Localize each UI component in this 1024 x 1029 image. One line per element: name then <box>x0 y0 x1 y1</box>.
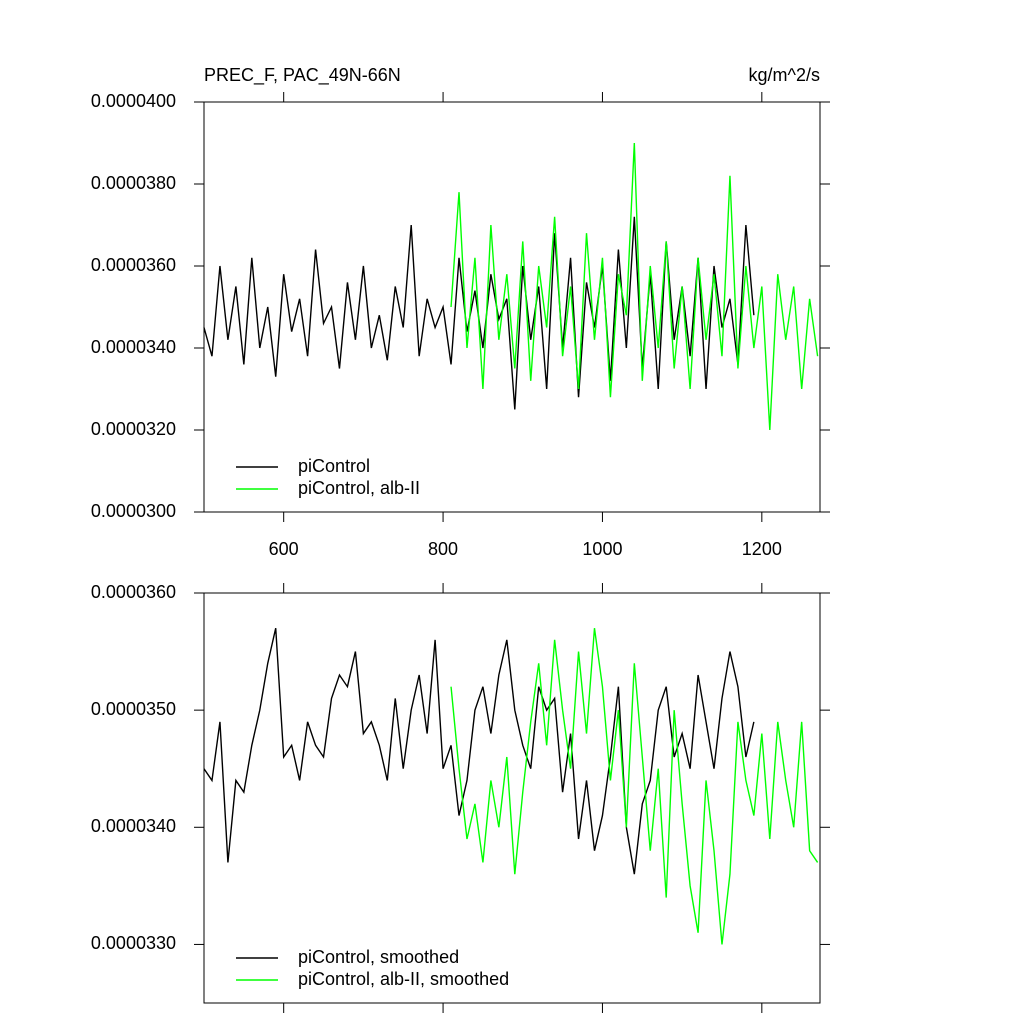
y-tick-label: 0.0000340 <box>91 816 176 836</box>
y-tick-label: 0.0000340 <box>91 337 176 357</box>
y-tick-label: 0.0000380 <box>91 173 176 193</box>
legend-label: piControl <box>298 456 370 476</box>
legend-label: piControl, alb-II <box>298 478 420 498</box>
x-tick-label: 1000 <box>582 539 622 559</box>
data-line <box>203 627 755 875</box>
data-line <box>450 628 819 945</box>
x-tick-label: 1200 <box>742 539 782 559</box>
x-tick-label: 600 <box>269 539 299 559</box>
y-tick-label: 0.0000330 <box>91 933 176 953</box>
y-tick-label: 0.0000360 <box>91 255 176 275</box>
chart-title: PREC_F, PAC_49N-66N <box>204 65 401 86</box>
legend-label: piControl, smoothed <box>298 947 459 967</box>
units-label: kg/m^2/s <box>749 65 820 85</box>
legend-label: piControl, alb-II, smoothed <box>298 969 509 989</box>
plot-frame <box>203 592 821 1004</box>
data-line <box>450 142 819 431</box>
plot-frame <box>203 101 821 513</box>
y-tick-label: 0.0000400 <box>91 91 176 111</box>
x-tick-label: 800 <box>428 539 458 559</box>
y-tick-label: 0.0000320 <box>91 419 176 439</box>
y-tick-label: 0.0000360 <box>91 582 176 602</box>
y-tick-label: 0.0000350 <box>91 699 176 719</box>
y-tick-label: 0.0000300 <box>91 501 176 521</box>
